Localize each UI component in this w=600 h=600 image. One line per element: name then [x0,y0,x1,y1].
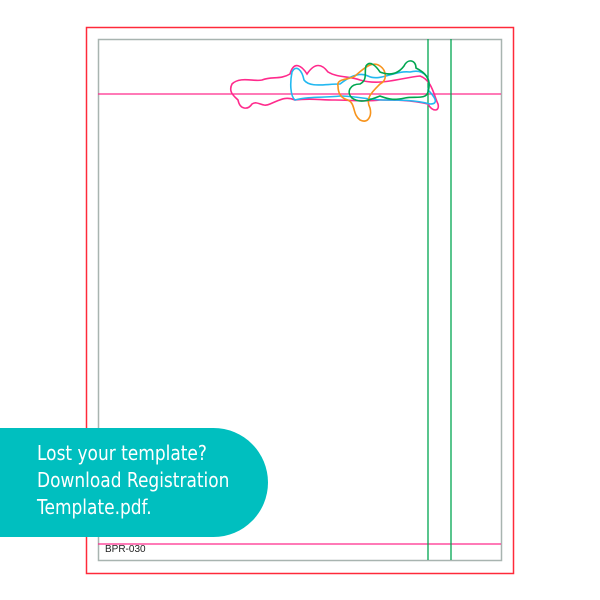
banner-line-2: Download Registration [37,468,230,492]
banner-line-1: Lost your template? [37,441,207,465]
download-banner[interactable] [0,428,268,537]
orange-blob [337,63,387,122]
banner-line-3: Template.pdf. [37,495,152,519]
green-blob [348,60,430,102]
template-code: BPR-030 [105,544,146,555]
outer-border [85,26,515,575]
pink-blob [229,64,440,111]
inner-border [97,38,503,562]
download-banner-text[interactable]: Lost your template? Download Registratio… [37,440,229,521]
